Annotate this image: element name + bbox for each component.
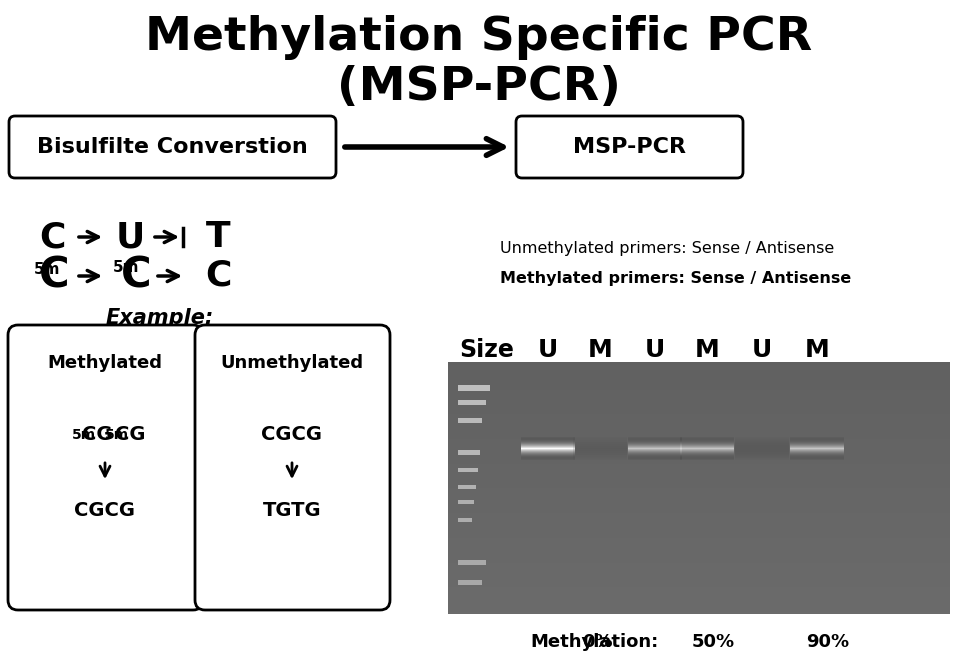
FancyBboxPatch shape — [516, 116, 743, 178]
Text: CGCG: CGCG — [262, 426, 323, 444]
Text: (MSP-PCR): (MSP-PCR) — [337, 65, 621, 111]
Text: Size: Size — [460, 338, 514, 362]
Text: CG: CG — [115, 426, 146, 444]
FancyBboxPatch shape — [195, 325, 390, 610]
Text: U: U — [115, 220, 145, 254]
Text: Methylated primers: Sense / Antisense: Methylated primers: Sense / Antisense — [500, 270, 852, 286]
Text: U: U — [537, 338, 559, 362]
Text: 0%: 0% — [582, 633, 612, 651]
Text: 5m: 5m — [105, 428, 129, 442]
Text: C: C — [38, 255, 69, 297]
Text: C: C — [205, 259, 231, 293]
Text: M: M — [695, 338, 719, 362]
Text: 50%: 50% — [692, 633, 735, 651]
Text: Unmethylated: Unmethylated — [220, 354, 364, 372]
FancyBboxPatch shape — [9, 116, 336, 178]
Text: CG: CG — [82, 426, 112, 444]
Text: 5m: 5m — [34, 262, 60, 276]
Text: Methylation:: Methylation: — [530, 633, 658, 651]
Text: Methylated: Methylated — [48, 354, 163, 372]
Text: CGCG: CGCG — [75, 501, 135, 519]
FancyBboxPatch shape — [8, 325, 203, 610]
Text: U: U — [645, 338, 665, 362]
Text: U: U — [752, 338, 772, 362]
Text: C: C — [121, 255, 151, 297]
Text: 5m: 5m — [72, 428, 96, 442]
Text: TGTG: TGTG — [262, 501, 321, 519]
Text: 5m: 5m — [113, 260, 140, 276]
Text: T: T — [206, 220, 230, 254]
Text: Methylation Specific PCR: Methylation Specific PCR — [146, 15, 812, 61]
Text: MSP-PCR: MSP-PCR — [574, 137, 687, 157]
Text: Unmethylated primers: Sense / Antisense: Unmethylated primers: Sense / Antisense — [500, 240, 834, 256]
Text: M: M — [587, 338, 612, 362]
Text: Example:: Example: — [106, 308, 215, 328]
Text: M: M — [805, 338, 830, 362]
Text: C: C — [39, 220, 65, 254]
Text: Bisulfilte Converstion: Bisulfilte Converstion — [36, 137, 308, 157]
Text: 90%: 90% — [807, 633, 850, 651]
